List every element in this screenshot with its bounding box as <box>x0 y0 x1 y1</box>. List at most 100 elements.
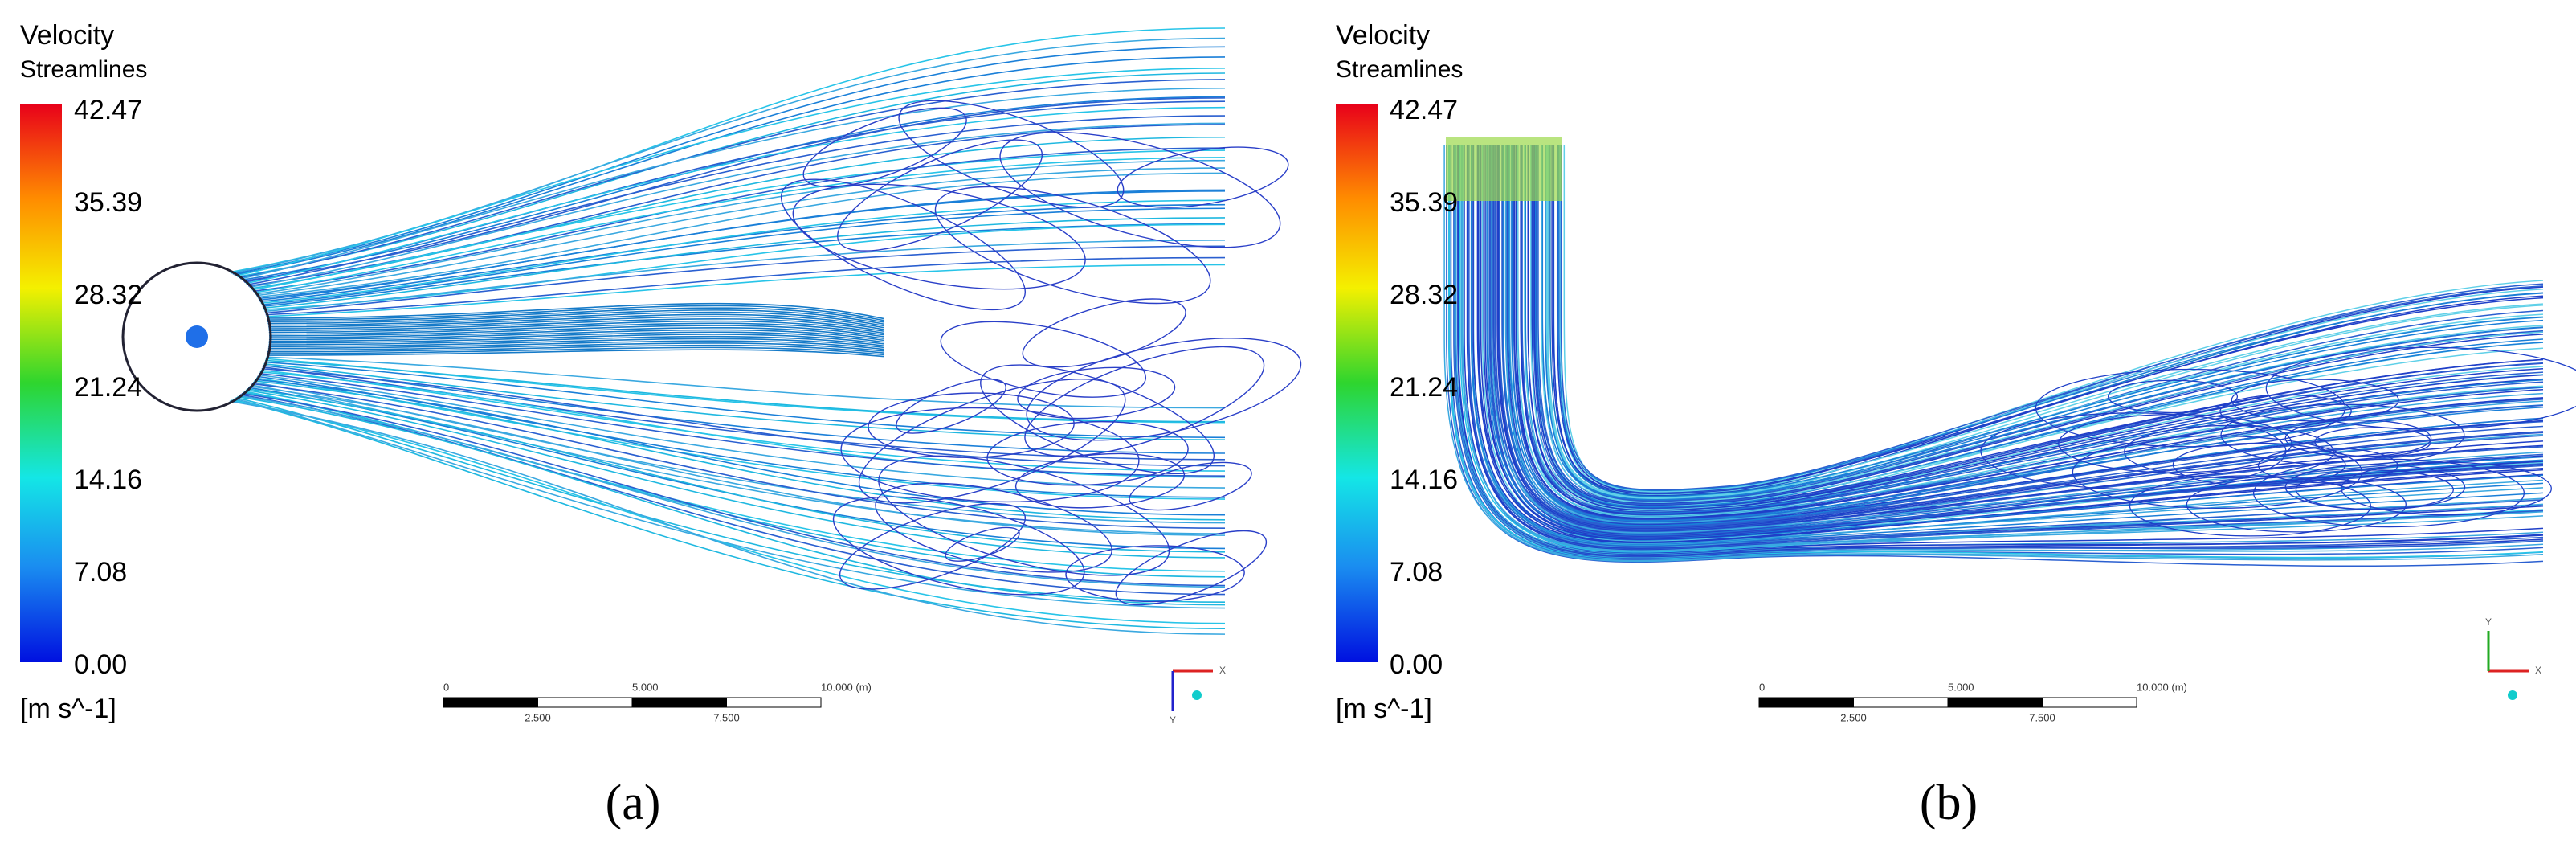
scale-segment <box>1758 697 1854 708</box>
scale-label: 2.500 <box>525 711 551 723</box>
streamline <box>1476 145 2544 542</box>
streamline <box>1448 145 2544 559</box>
streamline <box>250 384 1226 534</box>
streamline <box>257 375 1226 498</box>
streamline <box>266 264 1226 317</box>
recirculation <box>840 407 1140 503</box>
recirculation <box>2252 458 2525 528</box>
streamline <box>1496 145 2544 530</box>
colorbar <box>20 104 62 662</box>
scale-label: 5.000 <box>1948 681 1974 693</box>
streamline <box>254 380 1226 521</box>
axis-x-label: X <box>2535 665 2541 676</box>
scale-segment <box>2042 697 2137 708</box>
streamline <box>257 172 1226 298</box>
streamline <box>1515 145 2544 519</box>
recirculation <box>792 183 1086 290</box>
scale-label: 7.500 <box>713 711 740 723</box>
axis-x-label: X <box>1219 665 1226 676</box>
recirculation <box>2265 346 2576 430</box>
colorbar-tick-label: 28.32 <box>1390 280 1458 310</box>
streamline <box>1504 145 2544 526</box>
streamline <box>1494 145 2544 534</box>
streamline <box>232 46 1226 275</box>
streamline <box>255 159 1226 295</box>
colorbar-tick-label: 35.39 <box>74 187 142 218</box>
streamline <box>1527 145 2544 513</box>
colorbar-tick-label: 14.16 <box>74 465 142 495</box>
streamline <box>266 349 884 358</box>
streamline <box>267 344 884 354</box>
scale-segment <box>1947 697 2043 708</box>
recirculation <box>832 496 1085 596</box>
scale-label: 0 <box>443 681 449 693</box>
streamline <box>266 302 884 320</box>
streamline <box>1517 145 2544 518</box>
streamlines-a <box>121 27 1302 635</box>
colorbar-tick-label: 0.00 <box>1390 649 1443 680</box>
streamline <box>234 398 1226 609</box>
recirculation <box>2220 403 2465 466</box>
streamline <box>1533 145 2544 506</box>
streamline <box>252 381 1226 524</box>
recirculation <box>1024 346 1265 457</box>
streamline <box>268 322 884 336</box>
recirculation <box>898 100 1125 208</box>
streamline <box>259 371 1226 478</box>
streamline <box>268 326 884 339</box>
scale-label: 10.000 (m) <box>2137 681 2187 693</box>
streamline <box>254 157 1226 293</box>
streamline <box>1484 145 2544 540</box>
recirculation <box>2035 368 2346 448</box>
caption: (b) <box>1920 776 1978 830</box>
scale-segment <box>443 697 538 708</box>
streamline <box>267 342 884 352</box>
recirculation <box>780 178 1027 311</box>
streamline <box>1486 145 2544 539</box>
streamline <box>263 223 1226 311</box>
streamline <box>247 115 1226 286</box>
streamline <box>268 331 884 343</box>
streamline <box>1443 145 2544 562</box>
streamline <box>251 149 1226 291</box>
streamline <box>263 362 1226 441</box>
streamline <box>268 318 884 332</box>
recirculation <box>1017 366 1176 420</box>
colorbar-tick-label: 7.08 <box>1390 557 1443 588</box>
recirculation <box>1065 545 1245 603</box>
streamline <box>262 366 1226 461</box>
streamline <box>232 399 1226 629</box>
recirculation <box>1022 298 1186 368</box>
legend-title: Velocity <box>1336 20 1430 51</box>
scale-label: 0 <box>1759 681 1765 693</box>
streamlines-b <box>1443 137 2576 567</box>
streamline <box>1524 145 2544 512</box>
streamline <box>1521 145 2544 518</box>
recirculation <box>940 321 1147 398</box>
recirculation <box>986 420 1189 486</box>
streamline <box>255 379 1226 516</box>
streamline <box>261 207 1226 306</box>
streamline <box>268 334 884 345</box>
streamline <box>268 313 884 329</box>
colorbar <box>1336 104 1378 662</box>
streamline <box>268 320 884 334</box>
axis-z <box>1192 690 1202 700</box>
streamline <box>229 27 1226 273</box>
streamline <box>268 338 884 349</box>
streamline <box>247 387 1226 553</box>
scale-segment <box>726 697 822 708</box>
streamline <box>264 361 1226 439</box>
legend-subtitle: Streamlines <box>20 56 147 83</box>
streamline <box>268 329 884 342</box>
streamline <box>1534 145 2544 509</box>
streamline <box>1521 145 2544 514</box>
scale-label: 2.500 <box>1840 711 1867 723</box>
streamline <box>1454 145 2544 559</box>
recirculation <box>2072 435 2363 510</box>
streamline <box>247 387 1226 550</box>
recirculation <box>1129 461 1252 511</box>
recirculation <box>2186 476 2407 533</box>
streamline <box>267 346 884 356</box>
